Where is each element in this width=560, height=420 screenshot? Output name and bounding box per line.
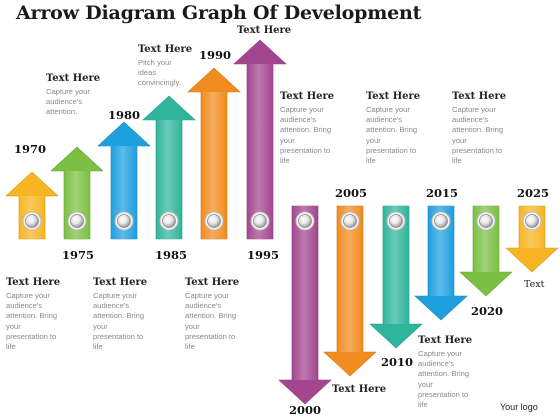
text-block-heading: Text Here <box>237 25 292 36</box>
text-block-line: presentation to <box>6 331 57 341</box>
arrow-shine <box>247 64 273 239</box>
year-label: 2005 <box>335 186 368 200</box>
text-block-line: presentation to <box>280 145 331 155</box>
year-label: 1995 <box>247 248 280 262</box>
text-block-line: attention. Bring <box>418 369 470 379</box>
text-block-line: attention. Bring <box>93 311 145 321</box>
timeline-knob-inner <box>117 214 131 228</box>
text-block-heading: Text Here <box>138 44 193 55</box>
text-block-line: attention. Bring <box>452 125 504 135</box>
end-label: Text <box>524 279 545 290</box>
text-block-line: Capture your <box>366 105 410 114</box>
year-label: 2025 <box>517 186 550 200</box>
timeline-knob-inner <box>479 214 493 228</box>
text-block-line: your <box>366 135 381 145</box>
text-block-line: audience's <box>46 97 83 107</box>
text-block-line: Capture your <box>185 291 229 300</box>
logo-text: Your logo <box>500 402 538 412</box>
text-block-line: audience's <box>452 115 489 125</box>
text-block-line: life <box>93 342 103 351</box>
timeline-knob-inner <box>207 214 221 228</box>
text-block-line: your <box>452 135 467 145</box>
text-block-line: life <box>6 342 16 351</box>
text-block-heading: Text Here <box>418 335 473 346</box>
timeline-knob-inner <box>253 214 267 228</box>
text-block-line: life <box>418 400 428 409</box>
text-block-line: life <box>185 342 195 351</box>
year-label: 2020 <box>471 304 504 318</box>
text-block-line: attention. <box>46 107 78 117</box>
text-block-line: presentation to <box>185 331 236 341</box>
page-title: Arrow Diagram Graph Of Development <box>16 2 422 24</box>
text-block-line: life <box>280 156 290 165</box>
timeline-knob-inner <box>343 214 357 228</box>
text-block-line: Capture your <box>280 105 324 114</box>
year-label: 2000 <box>289 403 322 417</box>
text-block-line: convincingly. <box>138 78 181 88</box>
text-block-line: your <box>93 321 108 331</box>
text-block-heading: Text Here <box>366 91 421 102</box>
text-block-heading: Text Here <box>280 91 335 102</box>
text-block-line: audience's <box>185 301 222 311</box>
text-block-line: your <box>6 321 21 331</box>
text-block-line: audience's <box>280 115 317 125</box>
year-label: 1985 <box>155 248 188 262</box>
timeline-knob-inner <box>25 214 39 228</box>
text-block-line: Pitch your <box>138 58 172 67</box>
text-block-line: Capture your <box>452 105 496 114</box>
timeline-knob-inner <box>70 214 84 228</box>
text-block-line: presentation to <box>366 145 417 155</box>
text-block-line: your <box>280 135 295 145</box>
year-label: 1980 <box>108 108 141 122</box>
timeline-knob-inner <box>162 214 176 228</box>
text-block-line: attention. Bring <box>366 125 418 135</box>
text-block-heading: Text Here <box>332 384 387 395</box>
text-block-heading: Text Here <box>452 91 507 102</box>
text-block-line: attention. Bring <box>280 125 332 135</box>
year-label: 2010 <box>381 355 414 369</box>
text-block-line: Capture your <box>418 349 462 358</box>
text-block-heading: Text Here <box>46 73 101 84</box>
year-label: 2015 <box>426 186 459 200</box>
text-block-line: attention. Bring <box>185 311 237 321</box>
arrow-shine <box>292 206 318 380</box>
text-block-line: your <box>185 321 200 331</box>
text-block-line: Capture your <box>46 87 90 96</box>
text-block-line: presentation to <box>452 145 503 155</box>
text-block-line: life <box>452 156 462 165</box>
text-block-line: ideas <box>138 68 157 78</box>
text-block-line: audience's <box>6 301 43 311</box>
text-block-line: life <box>366 156 376 165</box>
text-block-line: presentation to <box>418 389 469 399</box>
text-block-line: presentation to <box>93 331 144 341</box>
text-block-line: your <box>418 379 433 389</box>
timeline-knob-inner <box>434 214 448 228</box>
timeline-knob-inner <box>525 214 539 228</box>
text-block-heading: Text Here <box>185 277 240 288</box>
timeline-knob-inner <box>389 214 403 228</box>
text-block-line: audience's <box>93 301 130 311</box>
timeline-knob-inner <box>298 214 312 228</box>
text-block-line: audience's <box>366 115 403 125</box>
text-block-heading: Text Here <box>6 277 61 288</box>
year-label: 1970 <box>14 142 47 156</box>
text-block-line: audience's <box>418 359 455 369</box>
text-block-line: Capture your <box>6 291 50 300</box>
text-block-line: Capture your <box>93 291 137 300</box>
year-label: 1975 <box>62 248 95 262</box>
text-block-line: attention. Bring <box>6 311 58 321</box>
year-label: 1990 <box>199 48 232 62</box>
text-block-heading: Text Here <box>93 277 148 288</box>
